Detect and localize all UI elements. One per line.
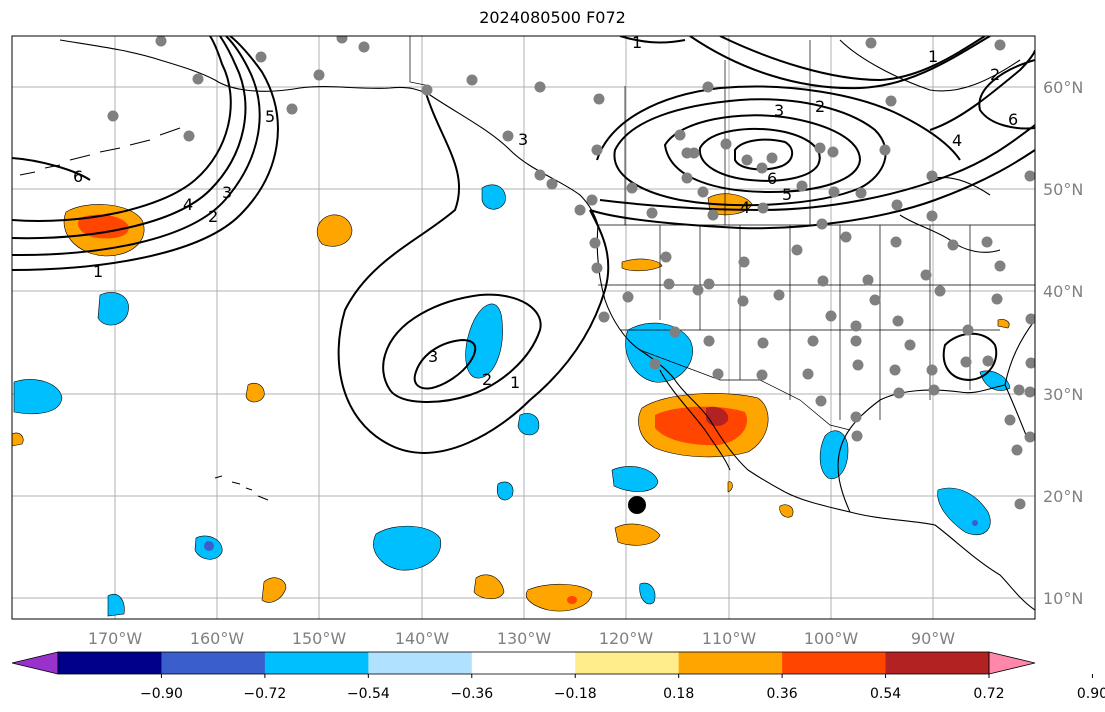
colorbar-segment <box>368 652 473 674</box>
colorbar-tick-label: 0.36 <box>767 686 798 702</box>
contour-label: 5 <box>265 107 275 126</box>
lat-label: 60°N <box>1043 78 1083 97</box>
lon-label: 90°W <box>911 629 955 648</box>
colorbar-tick-label: −0.90 <box>140 686 183 702</box>
contour-label-group: 1 2 3 4 5 6 1 2 3 4 6 1 2 3 4 5 6 1 2 3 <box>73 33 1018 392</box>
longitude-labels: 170°W 160°W 150°W 140°W 130°W 120°W 110°… <box>88 629 955 648</box>
contour-label: 4 <box>740 198 750 217</box>
station-markers <box>107 36 1035 510</box>
colorbar-tick-label: 0.72 <box>973 686 1004 702</box>
colorbar-extend-high <box>988 651 1036 675</box>
contour-label: 1 <box>510 373 520 392</box>
colorbar <box>11 651 1036 675</box>
colorbar-tick-label: −0.36 <box>450 686 493 702</box>
lat-label: 40°N <box>1043 282 1083 301</box>
contour-label: 4 <box>952 131 962 150</box>
map-title: 2024080500 F072 <box>479 8 626 27</box>
plot-frame <box>11 35 1036 620</box>
contour-label: 6 <box>767 169 777 188</box>
colorbar-tick-label: −0.72 <box>243 686 286 702</box>
lat-label: 50°N <box>1043 180 1083 199</box>
lon-label: 140°W <box>395 629 450 648</box>
black-dot-marker <box>628 496 646 514</box>
latitude-labels: 60°N 50°N 40°N 30°N 20°N 10°N <box>1043 78 1083 608</box>
colorbar-extend-low <box>11 651 59 675</box>
contour-label: 3 <box>428 347 438 366</box>
colorbar-segment <box>885 652 990 674</box>
contour-label: 1 <box>93 262 103 281</box>
contour-label: 4 <box>183 195 193 214</box>
contour-label: 5 <box>782 185 792 204</box>
contour-label: 3 <box>774 101 784 120</box>
colorbar-segment <box>575 652 680 674</box>
lat-label: 20°N <box>1043 487 1083 506</box>
negative-anomaly-areas <box>13 184 1011 617</box>
lon-label: 170°W <box>88 629 143 648</box>
lon-label: 160°W <box>190 629 245 648</box>
colorbar-segment <box>678 652 783 674</box>
strong-negative-spots <box>204 520 978 551</box>
colorbar-tick-label: −0.54 <box>347 686 390 702</box>
colorbar-tick-labels: −0.90 −0.72 −0.54 −0.36 −0.18 0.18 0.36 0.54 0.7… <box>140 674 1105 702</box>
colorbar-tick-label: 0.18 <box>663 686 694 702</box>
contour-label: 3 <box>222 183 232 202</box>
colorbar-tick-label: −0.18 <box>554 686 597 702</box>
contour-label: 1 <box>632 33 642 52</box>
colorbar-tick-label: 0.54 <box>870 686 901 702</box>
contour-label: 2 <box>208 207 218 226</box>
contour-label: 2 <box>482 370 492 389</box>
contour-label: 2 <box>990 65 1000 84</box>
colorbar-segment <box>264 652 369 674</box>
colorbar-segment <box>58 652 162 674</box>
contour-label: 6 <box>1008 110 1018 129</box>
contour-label: 6 <box>73 167 83 186</box>
colorbar-segment <box>161 652 266 674</box>
lon-label: 130°W <box>497 629 552 648</box>
contour-lines <box>12 36 1035 454</box>
lon-label: 150°W <box>292 629 347 648</box>
lon-label: 120°W <box>599 629 654 648</box>
contour-label: 2 <box>815 97 825 116</box>
colorbar-segment <box>782 652 887 674</box>
colorbar-segment <box>471 652 576 674</box>
lon-label: 100°W <box>804 629 859 648</box>
contour-label: 3 <box>518 130 528 149</box>
colorbar-tick-label: 0.90 <box>1077 686 1105 702</box>
lat-label: 30°N <box>1043 385 1083 404</box>
lat-label: 10°N <box>1043 589 1083 608</box>
lon-label: 110°W <box>702 629 757 648</box>
colorbar-outline <box>57 651 990 675</box>
contour-label: 1 <box>928 47 938 66</box>
